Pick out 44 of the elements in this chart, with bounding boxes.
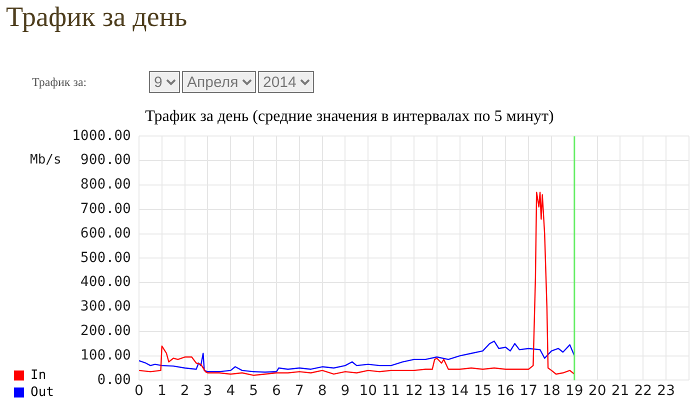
x-tick-label: 5	[249, 383, 258, 400]
x-tick-label: 16	[496, 383, 515, 400]
x-tick-label: 0	[134, 383, 144, 400]
x-tick-label: 11	[382, 383, 400, 400]
y-tick-label: 900.00	[80, 152, 131, 168]
y-tick-label: 300.00	[80, 298, 131, 315]
x-tick-label: 20	[588, 383, 606, 400]
text: Трафик за:	[32, 74, 88, 90]
x-tick-label: 22	[634, 383, 652, 400]
x-tick-label: 23	[657, 383, 675, 400]
y-tick-label: 700.00	[80, 201, 131, 218]
legend-label: In	[30, 368, 46, 383]
x-tick-label: 6	[272, 383, 282, 400]
x-tick-label: 3	[203, 383, 212, 400]
text: 2014	[258, 71, 314, 93]
x-tick-label: 14	[450, 383, 469, 400]
y-tick-label: 400.00	[80, 274, 131, 290]
x-tick-label: 19	[566, 383, 584, 400]
x-tick-label: 9	[340, 383, 350, 400]
y-axis-title: Mb/s	[30, 152, 62, 168]
x-tick-label: 10	[359, 383, 378, 400]
x-tick-label: 18	[542, 383, 560, 400]
x-tick-label: 17	[520, 383, 538, 400]
text: 9	[149, 71, 180, 93]
x-tick-label: 4	[226, 383, 236, 400]
x-tick-label: 13	[428, 383, 446, 400]
y-tick-label: 1000.00	[72, 128, 131, 144]
y-tick-label: 600.00	[80, 225, 131, 242]
y-tick-label: 500.00	[80, 250, 131, 266]
chart-subtitle: Трафик за день (средние значения в интервалах по 5 минут)	[145, 108, 554, 125]
chart-title: Трафик за день	[6, 2, 188, 34]
x-tick-label: 21	[611, 383, 630, 400]
text: Апреля	[182, 71, 256, 93]
x-tick-label: 12	[405, 383, 423, 400]
x-tick-label: 7	[294, 383, 304, 400]
y-tick-label: 200.00	[80, 323, 131, 340]
x-tick-label: 15	[474, 383, 492, 400]
legend-label: Out	[30, 384, 54, 400]
x-tick-label: 1	[157, 383, 166, 400]
y-tick-label: 100.00	[80, 347, 131, 364]
x-tick-label: 2	[180, 383, 190, 400]
y-tick-label: 800.00	[80, 176, 131, 193]
y-tick-label: 0.00	[97, 372, 131, 388]
x-tick-label: 8	[318, 383, 327, 400]
